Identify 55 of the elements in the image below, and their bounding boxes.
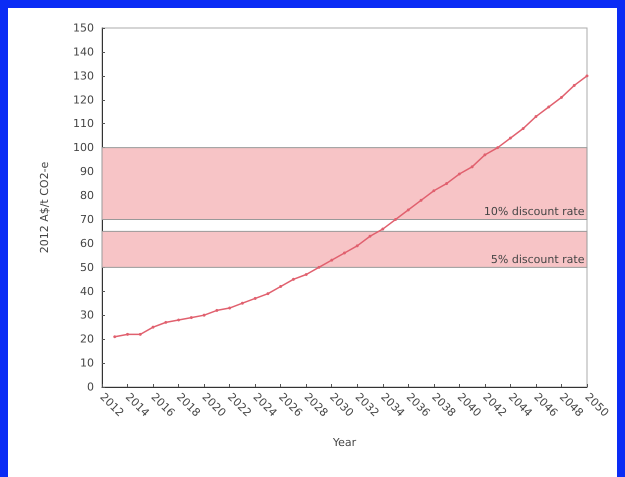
point — [190, 316, 193, 320]
point — [522, 127, 525, 130]
band-label: 5% discount rate — [490, 252, 585, 266]
point — [330, 258, 334, 262]
point — [483, 153, 486, 156]
point — [215, 308, 218, 312]
y-tick-label: 50 — [80, 260, 94, 274]
x-axis-title: Year — [332, 436, 357, 449]
y-tick-label: 80 — [80, 189, 94, 202]
y-tick-label: 70 — [80, 212, 94, 226]
point — [560, 96, 563, 99]
point — [292, 278, 295, 281]
point — [126, 332, 130, 336]
point — [572, 84, 576, 87]
point — [420, 198, 423, 202]
y-tick-label: 10 — [80, 356, 94, 370]
point — [547, 105, 550, 108]
y-tick-label: 140 — [73, 45, 94, 58]
point — [279, 284, 282, 288]
y-tick-label: 150 — [73, 22, 94, 34]
point — [445, 182, 448, 186]
point — [254, 296, 257, 300]
point — [228, 306, 232, 310]
point — [138, 332, 142, 336]
point — [164, 320, 168, 324]
y-tick-label: 0 — [87, 380, 94, 394]
band-label: 10% discount rate — [484, 204, 585, 218]
y-tick-label: 100 — [73, 141, 94, 154]
y-tick-label: 90 — [80, 165, 94, 178]
point — [368, 234, 372, 238]
point — [496, 146, 500, 150]
y-tick-label: 110 — [73, 117, 94, 130]
point — [240, 302, 244, 305]
point — [470, 165, 474, 168]
point — [406, 208, 410, 212]
point — [508, 136, 512, 140]
point — [266, 292, 270, 296]
y-tick-label: 120 — [73, 93, 94, 106]
point — [113, 335, 116, 338]
point — [586, 74, 588, 78]
point — [534, 115, 538, 118]
point — [152, 326, 155, 329]
point — [381, 228, 384, 231]
y-tick-label: 30 — [80, 308, 94, 322]
point — [304, 273, 308, 276]
y-tick-label: 40 — [80, 284, 94, 298]
point — [202, 314, 206, 317]
point — [356, 244, 359, 248]
y-tick-label: 130 — [73, 69, 94, 82]
line-series — [113, 74, 588, 338]
y-tick-label: 60 — [80, 236, 94, 250]
y-tick-label: 20 — [80, 332, 94, 346]
point — [458, 172, 461, 176]
point — [317, 266, 320, 269]
y-axis-title: 2012 A$/t CO2-e — [38, 161, 51, 254]
